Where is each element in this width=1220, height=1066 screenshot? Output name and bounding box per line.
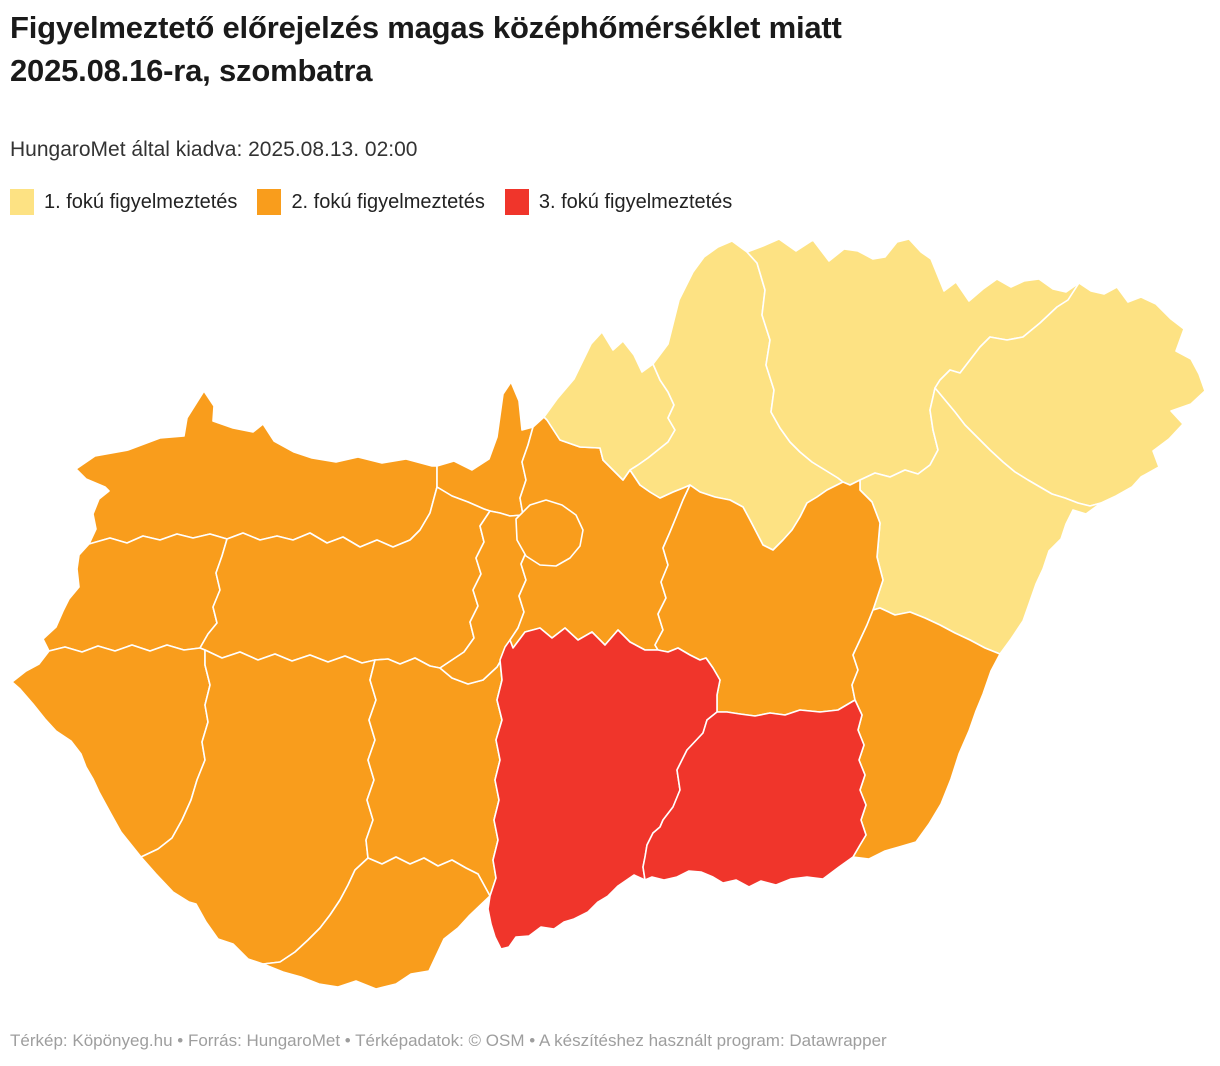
county-baranya[interactable]: Baranya [262, 856, 491, 990]
legend-swatch-level-1-icon [10, 189, 34, 215]
legend-swatch-level-2-icon [257, 189, 282, 215]
page-title: Figyelmeztető előrejelzés magas középhőm… [10, 6, 1210, 92]
legend-item-level-2: 2. fokú figyelmeztetés [257, 189, 485, 215]
county-vas[interactable]: Vas [42, 533, 228, 653]
county-gyor-moson-sopron[interactable]: Győr-Moson-Sopron [75, 390, 438, 548]
county-bekes[interactable]: Békés [851, 607, 1001, 860]
legend-swatch-level-3-icon [504, 189, 529, 215]
county-tolna[interactable]: Tolna [365, 639, 511, 897]
legend-label-level-1: 1. fokú figyelmeztetés [44, 190, 238, 213]
legend-item-level-3: 3. fokú figyelmeztetés [504, 189, 733, 215]
legend-label-level-2: 2. fokú figyelmeztetés [291, 190, 485, 213]
legend-label-level-3: 3. fokú figyelmeztetés [538, 190, 733, 213]
subtitle: HungaroMet által kiadva: 2025.08.13. 02:… [10, 138, 418, 161]
title-line-1: Figyelmeztető előrejelzés magas középhőm… [10, 10, 842, 45]
legend: 1. fokú figyelmeztetés 2. fokú figyelmez… [10, 189, 752, 215]
legend-item-level-1: 1. fokú figyelmeztetés [10, 189, 237, 215]
county-csongrad-csanad[interactable]: Csongrád-Csanád [642, 699, 867, 888]
title-line-2: 2025.08.16-ra, szombatra [10, 53, 373, 88]
footer-attribution: Térkép: Köpönyeg.hu • Forrás: HungaroMet… [10, 1031, 887, 1050]
county-budapest[interactable]: Budapest [515, 499, 584, 567]
hungary-choropleth-map: Győr-Moson-SopronKomárom-EsztergomVasVes… [0, 228, 1220, 1020]
